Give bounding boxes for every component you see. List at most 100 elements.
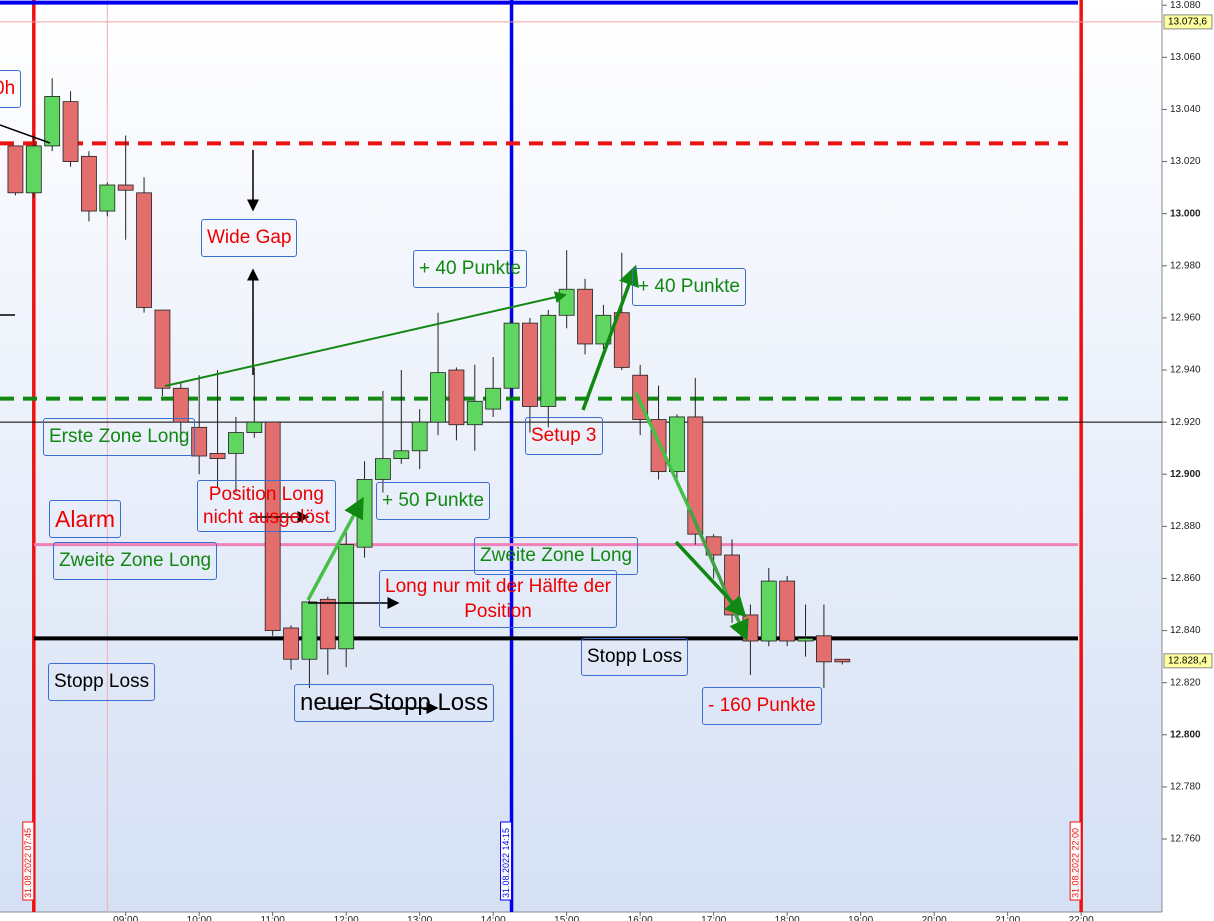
- y-tick-label: 13.060: [1170, 52, 1201, 63]
- y-tick-label: 12.900: [1170, 469, 1201, 480]
- price-label: 13.073,6: [1168, 17, 1207, 28]
- candle-body: [613, 312, 630, 368]
- annotation: Zweite Zone Long: [53, 542, 218, 580]
- candle-body: [540, 314, 557, 407]
- x-tick-label: 09:00: [113, 915, 138, 921]
- candle-body: [375, 458, 391, 480]
- x-tick-label: 17:00: [701, 915, 726, 921]
- arrow: [164, 291, 567, 387]
- y-tick-label: 13.040: [1170, 104, 1201, 115]
- marker-label-text: 31.08.2022 14:15: [501, 828, 511, 898]
- candle-body: [760, 580, 777, 642]
- marker-label: 31.08.2022 07:45: [22, 821, 35, 901]
- annotation: 0h: [0, 70, 22, 108]
- x-tick-label: 11:00: [261, 915, 286, 921]
- y-tick-label: 12.780: [1170, 782, 1201, 793]
- candle-body: [558, 288, 575, 316]
- annotation: neuer Stopp Loss: [294, 684, 495, 722]
- arrow: [0, 124, 51, 144]
- candle-body: [246, 421, 263, 433]
- annotation: Long nur mit der Hälfte der Position: [379, 570, 618, 628]
- axis-area: [1162, 0, 1214, 921]
- candle-body: [797, 638, 814, 642]
- candle-body: [779, 580, 796, 642]
- candle-body: [411, 421, 428, 452]
- x-tick-label: 22:00: [1069, 915, 1094, 921]
- marker-label: 31.08.2022 22:00: [1069, 821, 1082, 901]
- candle-body: [301, 601, 318, 660]
- candle-body: [25, 145, 42, 194]
- y-tick-label: 12.880: [1170, 521, 1201, 532]
- marker-label-box: [500, 821, 513, 901]
- x-tick-label: 21:00: [995, 915, 1020, 921]
- annotation: + 40 Punkte: [632, 268, 746, 306]
- candle-body: [172, 387, 189, 423]
- y-tick-label: 12.940: [1170, 365, 1201, 376]
- arrow: [634, 392, 692, 511]
- y-tick-label: 12.800: [1170, 729, 1201, 740]
- candle-body: [522, 322, 538, 407]
- candle-body: [503, 322, 520, 389]
- candle-body: [393, 450, 410, 460]
- marker-label-box: [1069, 821, 1082, 901]
- annotation: Stopp Loss: [48, 663, 156, 701]
- candle-body: [687, 416, 704, 535]
- marker-label-text: 31.08.2022 22:00: [1071, 828, 1081, 898]
- candle-body: [228, 432, 244, 454]
- plot-area: [0, 0, 1162, 912]
- y-tick-label: 12.760: [1170, 834, 1201, 845]
- candle-body: [117, 184, 134, 191]
- candle-body: [62, 101, 79, 162]
- y-tick-label: 12.860: [1170, 573, 1201, 584]
- annotation: Alarm: [49, 500, 122, 538]
- x-tick-label: 20:00: [922, 915, 947, 921]
- candle-body: [81, 155, 97, 212]
- candle-body: [264, 421, 281, 631]
- candle-body: [209, 452, 226, 460]
- candle-body: [356, 479, 373, 548]
- marker-label-box: [22, 821, 35, 901]
- annotation: Erste Zone Long: [43, 418, 196, 456]
- candle-body: [448, 369, 465, 426]
- candle-body: [338, 544, 355, 650]
- price-label-box: [1163, 653, 1213, 669]
- annotation: Wide Gap: [201, 219, 298, 257]
- arrows: [0, 124, 749, 714]
- annotation: + 40 Punkte: [413, 250, 527, 288]
- arrow: [674, 540, 747, 618]
- annotation: Zweite Zone Long: [474, 537, 639, 575]
- y-tick-label: 12.960: [1170, 313, 1201, 324]
- x-tick-label: 10:00: [187, 915, 212, 921]
- candle-body: [577, 288, 593, 345]
- marker-label: 31.08.2022 14:15: [500, 821, 513, 901]
- x-tick-label: 14:00: [481, 915, 506, 921]
- price-label-box: [1163, 14, 1213, 30]
- candle-body: [485, 387, 502, 410]
- marker-label-text: 31.08.2022 07:45: [23, 828, 33, 898]
- candle-body: [466, 400, 483, 426]
- x-tick-label: 13:00: [407, 915, 432, 921]
- candle-body: [7, 145, 24, 194]
- candle-body: [816, 635, 832, 663]
- candle-body: [99, 184, 116, 212]
- annotation: - 160 Punkte: [702, 687, 822, 725]
- arrow: [306, 496, 364, 601]
- y-tick-label: 12.840: [1170, 625, 1201, 636]
- y-tick-label: 12.820: [1170, 677, 1201, 688]
- y-tick-label: 12.920: [1170, 417, 1201, 428]
- annotation: Setup 3: [525, 417, 603, 455]
- candle-body: [283, 627, 299, 660]
- candle-body: [191, 426, 208, 457]
- y-tick-label: 13.080: [1170, 0, 1201, 11]
- candle-body: [669, 416, 685, 473]
- candle-body: [136, 192, 152, 308]
- y-tick-label: 13.000: [1170, 208, 1201, 219]
- candle-body: [319, 598, 336, 650]
- x-tick-label: 16:00: [628, 915, 653, 921]
- y-tick-label: 12.980: [1170, 260, 1201, 271]
- annotation: + 50 Punkte: [376, 482, 490, 520]
- candle-body: [154, 309, 171, 389]
